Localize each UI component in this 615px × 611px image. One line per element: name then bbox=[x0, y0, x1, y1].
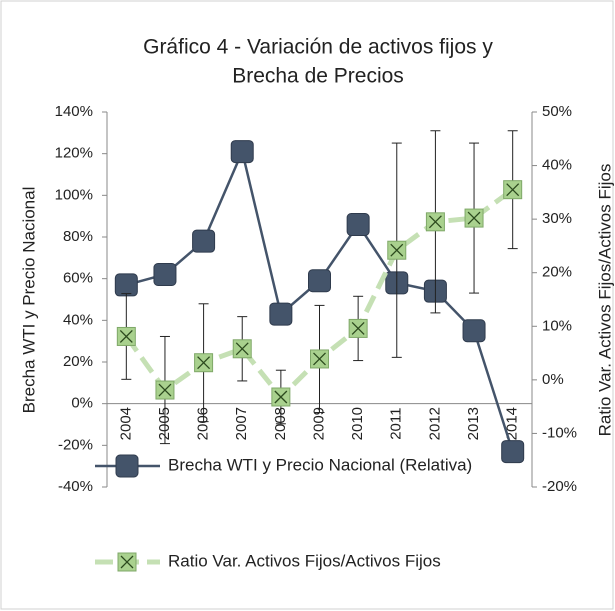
marker bbox=[194, 353, 214, 373]
y2-tick-label: 20% bbox=[542, 264, 572, 281]
y2-axis-title: Ratio Var. Activos Fijos/Activos Fijos bbox=[595, 164, 614, 437]
marker bbox=[269, 302, 293, 326]
y-tick-label: 120% bbox=[55, 145, 93, 162]
y-axis-title: Brecha WTI y Precio Nacional bbox=[19, 187, 38, 414]
y2-tick-label: 0% bbox=[542, 371, 564, 388]
y-tick-label: 20% bbox=[63, 353, 93, 370]
x-tick-label: 2007 bbox=[233, 407, 250, 440]
y-tick-label: 0% bbox=[71, 395, 93, 412]
marker bbox=[346, 213, 370, 236]
legend-marker-x bbox=[120, 555, 134, 569]
marker bbox=[501, 440, 525, 464]
legend-label: Ratio Var. Activos Fijos/Activos Fijos bbox=[168, 551, 441, 570]
y2-tick-label: 40% bbox=[542, 157, 572, 174]
y-tick-label: -20% bbox=[58, 436, 93, 453]
marker bbox=[503, 180, 523, 200]
marker bbox=[153, 263, 177, 286]
marker bbox=[114, 273, 138, 297]
x-tick-label: 2006 bbox=[195, 407, 212, 440]
chart-title: Gráfico 4 - Variación de activos fijos y bbox=[143, 36, 493, 59]
x-tick-label: 2014 bbox=[504, 407, 521, 440]
marker bbox=[348, 318, 368, 338]
x-tick-label: 2010 bbox=[349, 407, 366, 440]
marker bbox=[425, 212, 445, 232]
y-tick-label: 60% bbox=[63, 270, 93, 287]
x-tick-label: 2012 bbox=[426, 407, 443, 440]
marker bbox=[116, 326, 136, 346]
marker bbox=[155, 380, 175, 400]
y-tick-label: 140% bbox=[55, 103, 93, 120]
chart-title: Brecha de Precios bbox=[232, 65, 404, 88]
marker bbox=[271, 387, 291, 407]
marker bbox=[310, 349, 329, 369]
marker bbox=[387, 240, 407, 260]
marker bbox=[230, 140, 254, 164]
y-tick-label: 80% bbox=[63, 228, 93, 245]
y-tick-label: -40% bbox=[58, 478, 93, 495]
y-tick-label: 40% bbox=[63, 311, 93, 328]
legend-marker bbox=[115, 454, 139, 478]
marker bbox=[308, 269, 331, 293]
legend-label: Brecha WTI y Precio Nacional (Relativa) bbox=[168, 455, 472, 474]
marker bbox=[464, 208, 484, 228]
x-tick-label: 2005 bbox=[156, 407, 173, 440]
x-tick-label: 2004 bbox=[117, 407, 134, 440]
y2-tick-label: 10% bbox=[542, 317, 572, 334]
y2-tick-label: 50% bbox=[542, 103, 572, 120]
x-tick-label: 2011 bbox=[388, 408, 405, 440]
marker bbox=[192, 229, 216, 253]
y2-tick-label: -20% bbox=[542, 478, 577, 495]
x-tick-label: 2009 bbox=[310, 407, 327, 440]
y-tick-label: 100% bbox=[55, 186, 93, 203]
y2-tick-label: -10% bbox=[542, 424, 577, 441]
x-tick-label: 2013 bbox=[465, 407, 482, 440]
marker bbox=[232, 339, 252, 359]
y2-tick-label: 30% bbox=[542, 210, 572, 227]
marker bbox=[462, 319, 486, 343]
